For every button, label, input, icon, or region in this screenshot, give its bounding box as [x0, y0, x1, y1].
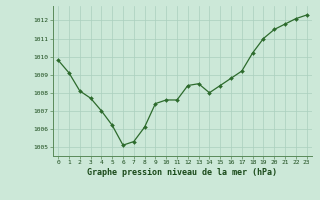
X-axis label: Graphe pression niveau de la mer (hPa): Graphe pression niveau de la mer (hPa) [87, 168, 277, 177]
